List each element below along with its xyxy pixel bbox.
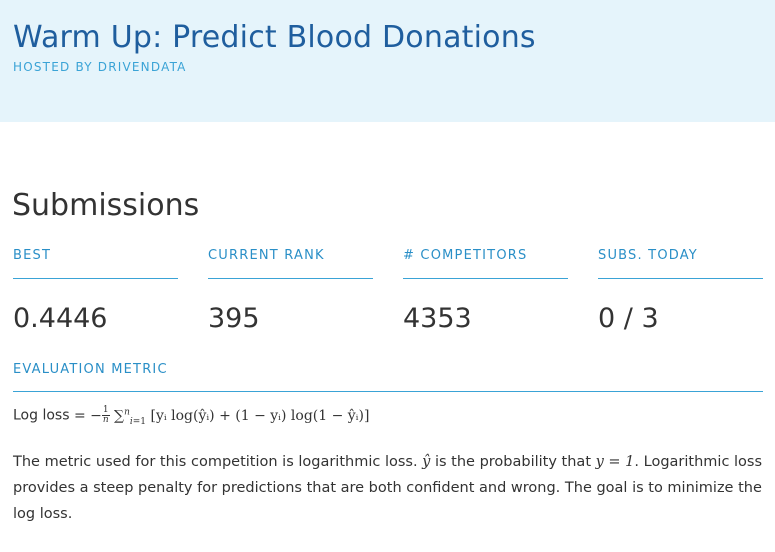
divider <box>598 278 763 279</box>
y-hat-symbol: ŷ <box>422 454 431 470</box>
stat-best: BEST 0.4446 <box>13 248 178 334</box>
formula-prefix: Log loss <box>13 407 70 424</box>
formula-body: [yᵢ log(ŷᵢ) + (1 − yᵢ) log(1 − ŷᵢ)] <box>150 407 370 424</box>
evaluation-metric-label: EVALUATION METRIC <box>13 362 168 377</box>
hosted-by-label: HOSTED BY DRIVENDATA <box>13 60 187 74</box>
submissions-title: Submissions <box>12 188 200 223</box>
stat-value: 0.4446 <box>13 303 108 334</box>
log-loss-formula: Log loss = −1 n ∑ni=1 [yᵢ log(ŷᵢ) + (1 − … <box>13 405 370 427</box>
divider <box>208 278 373 279</box>
stat-value: 0 / 3 <box>598 303 659 334</box>
stat-label: BEST <box>13 248 52 263</box>
stat-current-rank: CURRENT RANK 395 <box>208 248 373 334</box>
stat-subs-today: SUBS. TODAY 0 / 3 <box>598 248 763 334</box>
stat-label: CURRENT RANK <box>208 248 325 263</box>
stat-competitors: # COMPETITORS 4353 <box>403 248 568 334</box>
divider <box>13 391 763 392</box>
stat-label: # COMPETITORS <box>403 248 528 263</box>
y-equals-one: y = 1 <box>595 454 635 470</box>
evaluation-description: The metric used for this competition is … <box>13 454 763 522</box>
stat-value: 4353 <box>403 303 472 334</box>
stat-label: SUBS. TODAY <box>598 248 698 263</box>
divider <box>13 278 178 279</box>
competition-header: Warm Up: Predict Blood Donations HOSTED … <box>0 0 775 122</box>
stat-value: 395 <box>208 303 260 334</box>
competition-title: Warm Up: Predict Blood Donations <box>13 20 536 55</box>
formula-math: = −1 n ∑ni=1 [yᵢ log(ŷᵢ) + (1 − yᵢ) log(1… <box>73 405 370 427</box>
divider <box>403 278 568 279</box>
